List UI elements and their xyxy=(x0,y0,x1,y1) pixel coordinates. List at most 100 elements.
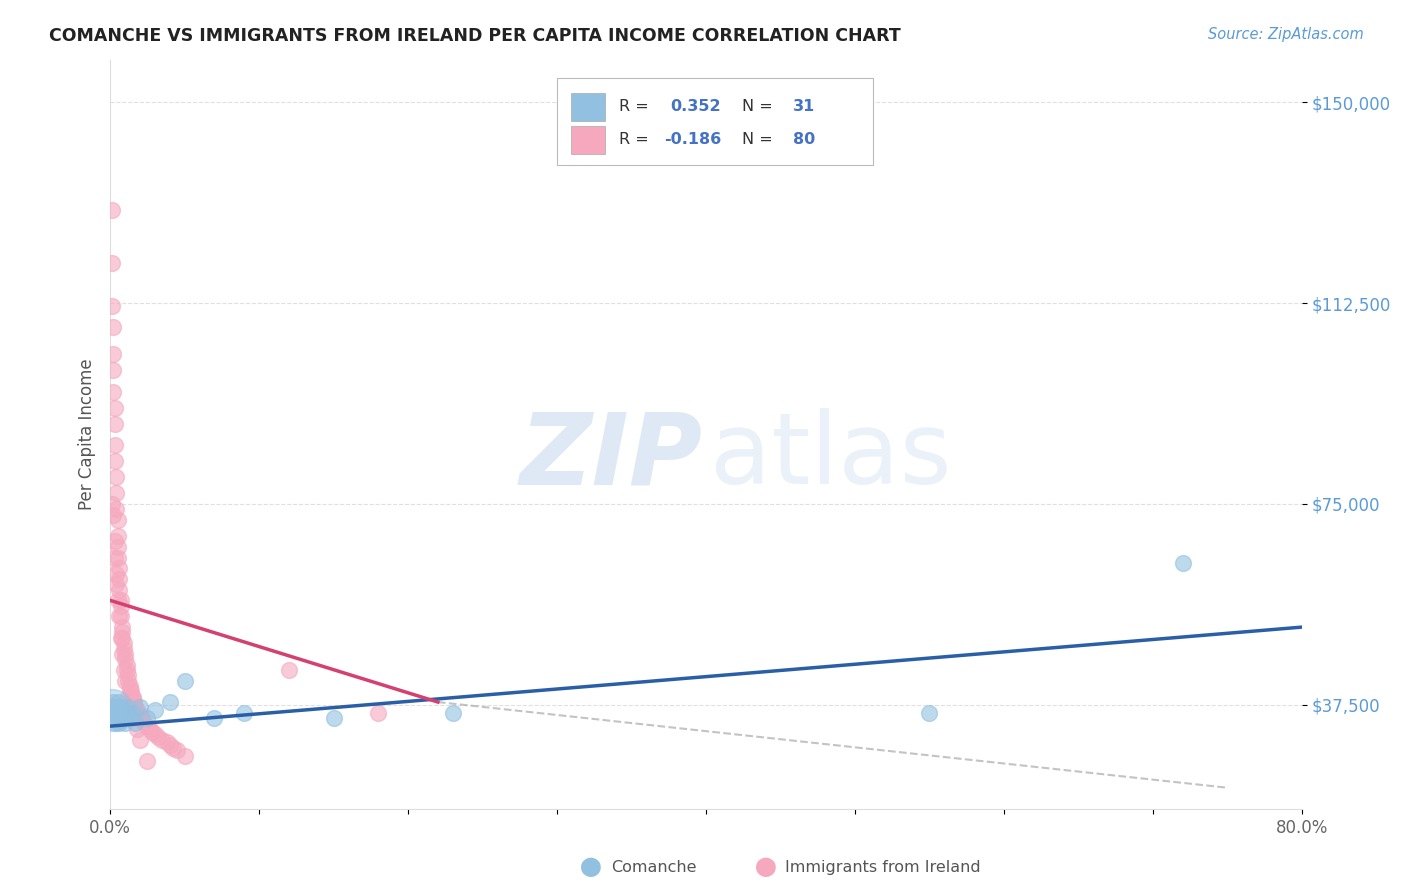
Point xyxy=(166,743,188,757)
Point xyxy=(105,577,128,591)
Point xyxy=(101,347,124,361)
Text: Comanche: Comanche xyxy=(612,860,697,874)
Point xyxy=(136,711,159,725)
Text: ⬤: ⬤ xyxy=(755,857,778,877)
Point xyxy=(110,609,132,624)
Point xyxy=(918,706,941,720)
Point xyxy=(108,561,131,575)
Point xyxy=(114,673,136,688)
Point xyxy=(162,740,184,755)
Point xyxy=(173,748,195,763)
Point xyxy=(121,690,143,704)
Bar xyxy=(571,126,605,154)
Point xyxy=(112,663,135,677)
Point xyxy=(122,711,145,725)
Point xyxy=(115,663,138,677)
Text: N =: N = xyxy=(742,132,778,147)
Point xyxy=(100,202,122,217)
Point xyxy=(129,700,152,714)
Point xyxy=(112,706,135,720)
Text: COMANCHE VS IMMIGRANTS FROM IRELAND PER CAPITA INCOME CORRELATION CHART: COMANCHE VS IMMIGRANTS FROM IRELAND PER … xyxy=(49,27,901,45)
Point xyxy=(101,320,124,334)
Text: 80: 80 xyxy=(793,132,815,147)
Point xyxy=(111,711,134,725)
Point xyxy=(104,534,127,549)
Text: ZIP: ZIP xyxy=(519,409,703,506)
Point xyxy=(150,732,173,747)
Point xyxy=(107,695,129,709)
Point xyxy=(139,722,162,736)
Text: N =: N = xyxy=(742,99,778,114)
Point xyxy=(367,706,389,720)
Point xyxy=(105,502,128,516)
Text: 0.352: 0.352 xyxy=(671,99,721,114)
Point xyxy=(111,631,134,645)
Point xyxy=(204,711,226,725)
Point xyxy=(100,497,122,511)
FancyBboxPatch shape xyxy=(557,78,873,164)
Point xyxy=(125,703,148,717)
Point xyxy=(277,663,299,677)
Point xyxy=(118,679,141,693)
Text: Immigrants from Ireland: Immigrants from Ireland xyxy=(785,860,980,874)
Text: ⬤: ⬤ xyxy=(579,857,602,877)
Point xyxy=(104,716,127,731)
Point xyxy=(111,620,134,634)
Text: -0.186: -0.186 xyxy=(664,132,721,147)
Point xyxy=(108,716,131,731)
Point xyxy=(104,550,127,565)
Point xyxy=(100,256,122,270)
Point xyxy=(131,711,153,725)
Point xyxy=(173,673,195,688)
Point xyxy=(121,692,143,706)
Point xyxy=(120,684,142,698)
Text: Source: ZipAtlas.com: Source: ZipAtlas.com xyxy=(1208,27,1364,42)
Point xyxy=(111,647,134,661)
Point xyxy=(110,593,132,607)
Point xyxy=(112,636,135,650)
Point xyxy=(108,572,131,586)
Point xyxy=(117,700,139,714)
Text: atlas: atlas xyxy=(710,409,952,506)
Point xyxy=(110,700,132,714)
Point xyxy=(117,668,139,682)
Point xyxy=(108,582,131,597)
Point xyxy=(134,716,156,731)
Point xyxy=(104,438,127,452)
Point xyxy=(141,724,163,739)
Point xyxy=(114,652,136,666)
Point xyxy=(105,566,128,581)
Point xyxy=(1171,556,1194,570)
Point xyxy=(104,401,127,415)
Point xyxy=(112,641,135,656)
Point xyxy=(124,700,146,714)
Point xyxy=(121,706,143,720)
Point xyxy=(101,384,124,399)
Point xyxy=(143,703,166,717)
Point xyxy=(146,730,169,744)
Point xyxy=(110,631,132,645)
Point xyxy=(104,417,127,431)
Point xyxy=(129,732,152,747)
Point xyxy=(111,625,134,640)
Point xyxy=(122,698,145,712)
Point xyxy=(100,700,122,714)
Point xyxy=(105,486,128,500)
Point xyxy=(127,706,149,720)
Point xyxy=(233,706,256,720)
Point xyxy=(125,722,148,736)
Point xyxy=(100,299,122,313)
Text: R =: R = xyxy=(619,132,654,147)
Y-axis label: Per Capita Income: Per Capita Income xyxy=(79,359,96,510)
Point xyxy=(156,735,179,749)
Text: 31: 31 xyxy=(793,99,815,114)
Point xyxy=(104,711,127,725)
Point xyxy=(159,738,181,752)
Point xyxy=(108,609,131,624)
Point xyxy=(101,695,124,709)
Point xyxy=(441,706,464,720)
Text: R =: R = xyxy=(619,99,654,114)
Point xyxy=(107,593,129,607)
Point xyxy=(136,719,159,733)
Point xyxy=(107,513,129,527)
